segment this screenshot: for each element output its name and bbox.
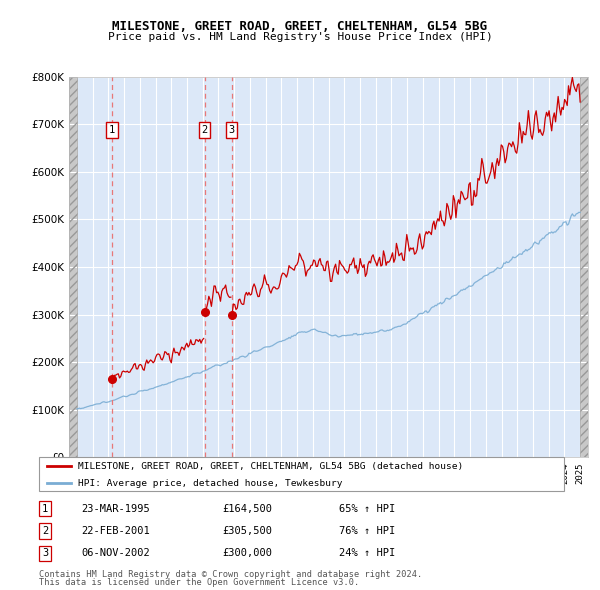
Text: Contains HM Land Registry data © Crown copyright and database right 2024.: Contains HM Land Registry data © Crown c… <box>39 570 422 579</box>
Text: 3: 3 <box>229 125 235 135</box>
Text: 24% ↑ HPI: 24% ↑ HPI <box>339 549 395 558</box>
Text: 06-NOV-2002: 06-NOV-2002 <box>81 549 150 558</box>
Bar <box>580 77 588 457</box>
Text: 2: 2 <box>202 125 208 135</box>
Text: 3: 3 <box>42 549 48 558</box>
Text: £305,500: £305,500 <box>222 526 272 536</box>
Text: 76% ↑ HPI: 76% ↑ HPI <box>339 526 395 536</box>
Text: 1: 1 <box>42 504 48 513</box>
Text: 22-FEB-2001: 22-FEB-2001 <box>81 526 150 536</box>
Text: HPI: Average price, detached house, Tewkesbury: HPI: Average price, detached house, Tewk… <box>79 479 343 488</box>
Text: 23-MAR-1995: 23-MAR-1995 <box>81 504 150 513</box>
Text: £164,500: £164,500 <box>222 504 272 513</box>
Text: MILESTONE, GREET ROAD, GREET, CHELTENHAM, GL54 5BG (detached house): MILESTONE, GREET ROAD, GREET, CHELTENHAM… <box>79 462 464 471</box>
Bar <box>580 77 588 457</box>
Bar <box>69 77 77 457</box>
Bar <box>69 77 77 457</box>
Text: MILESTONE, GREET ROAD, GREET, CHELTENHAM, GL54 5BG: MILESTONE, GREET ROAD, GREET, CHELTENHAM… <box>113 20 487 33</box>
Text: 1: 1 <box>109 125 115 135</box>
FancyBboxPatch shape <box>39 457 564 491</box>
Text: This data is licensed under the Open Government Licence v3.0.: This data is licensed under the Open Gov… <box>39 578 359 587</box>
Text: 65% ↑ HPI: 65% ↑ HPI <box>339 504 395 513</box>
Text: Price paid vs. HM Land Registry's House Price Index (HPI): Price paid vs. HM Land Registry's House … <box>107 32 493 42</box>
Text: £300,000: £300,000 <box>222 549 272 558</box>
Text: 2: 2 <box>42 526 48 536</box>
